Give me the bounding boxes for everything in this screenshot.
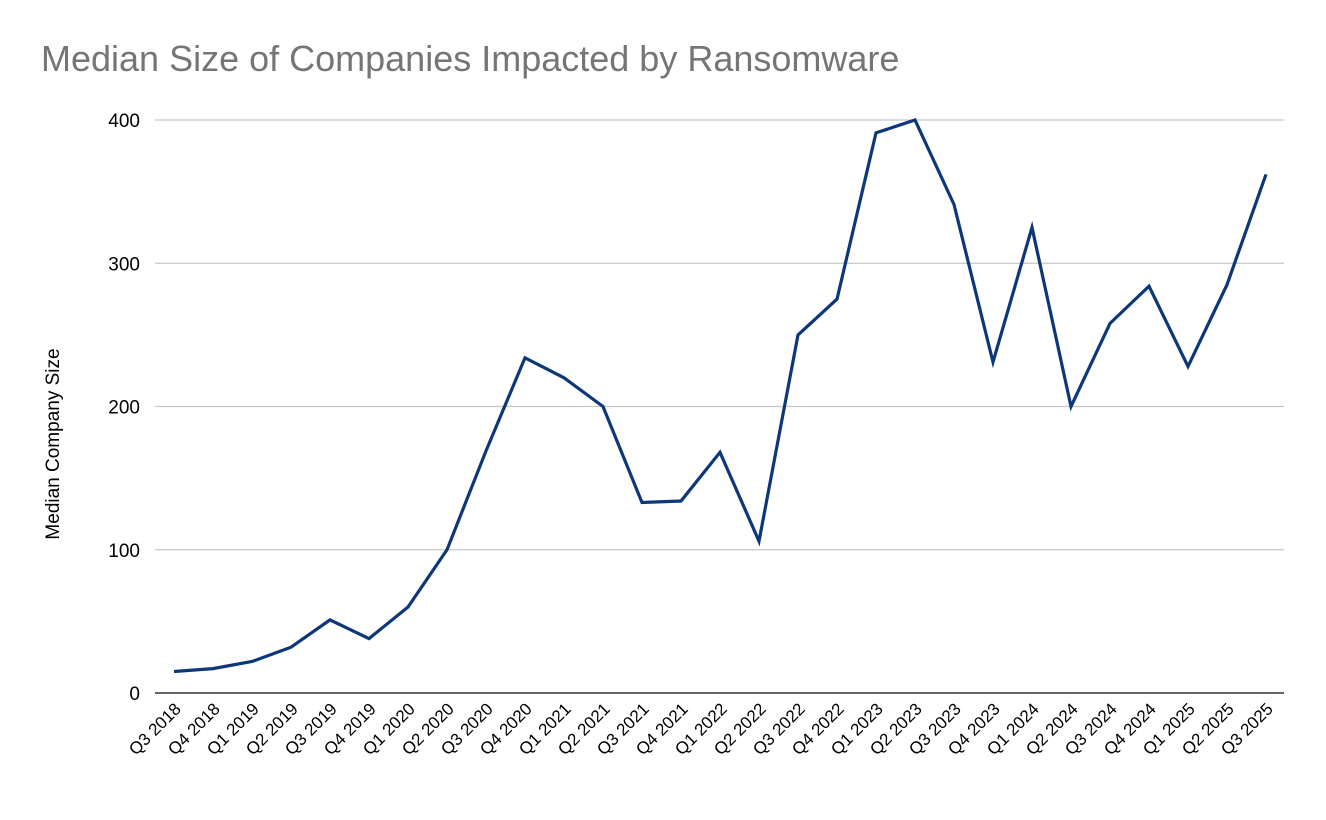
series-line-0 — [173, 118, 1268, 674]
chart-title: Median Size of Companies Impacted by Ran… — [41, 38, 900, 79]
y-tick-label-300: 300 — [108, 254, 140, 275]
y-tick-label-100: 100 — [108, 541, 140, 562]
series-layer — [173, 118, 1268, 674]
y-tick-label-200: 200 — [108, 398, 140, 419]
y-axis-ticks: 0 100 200 300 400 — [108, 111, 140, 705]
y-tick-label-0: 0 — [129, 684, 140, 705]
y-axis-title: Median Company Size — [43, 348, 64, 539]
gridlines — [155, 119, 1284, 551]
y-tick-label-400: 400 — [108, 111, 140, 132]
